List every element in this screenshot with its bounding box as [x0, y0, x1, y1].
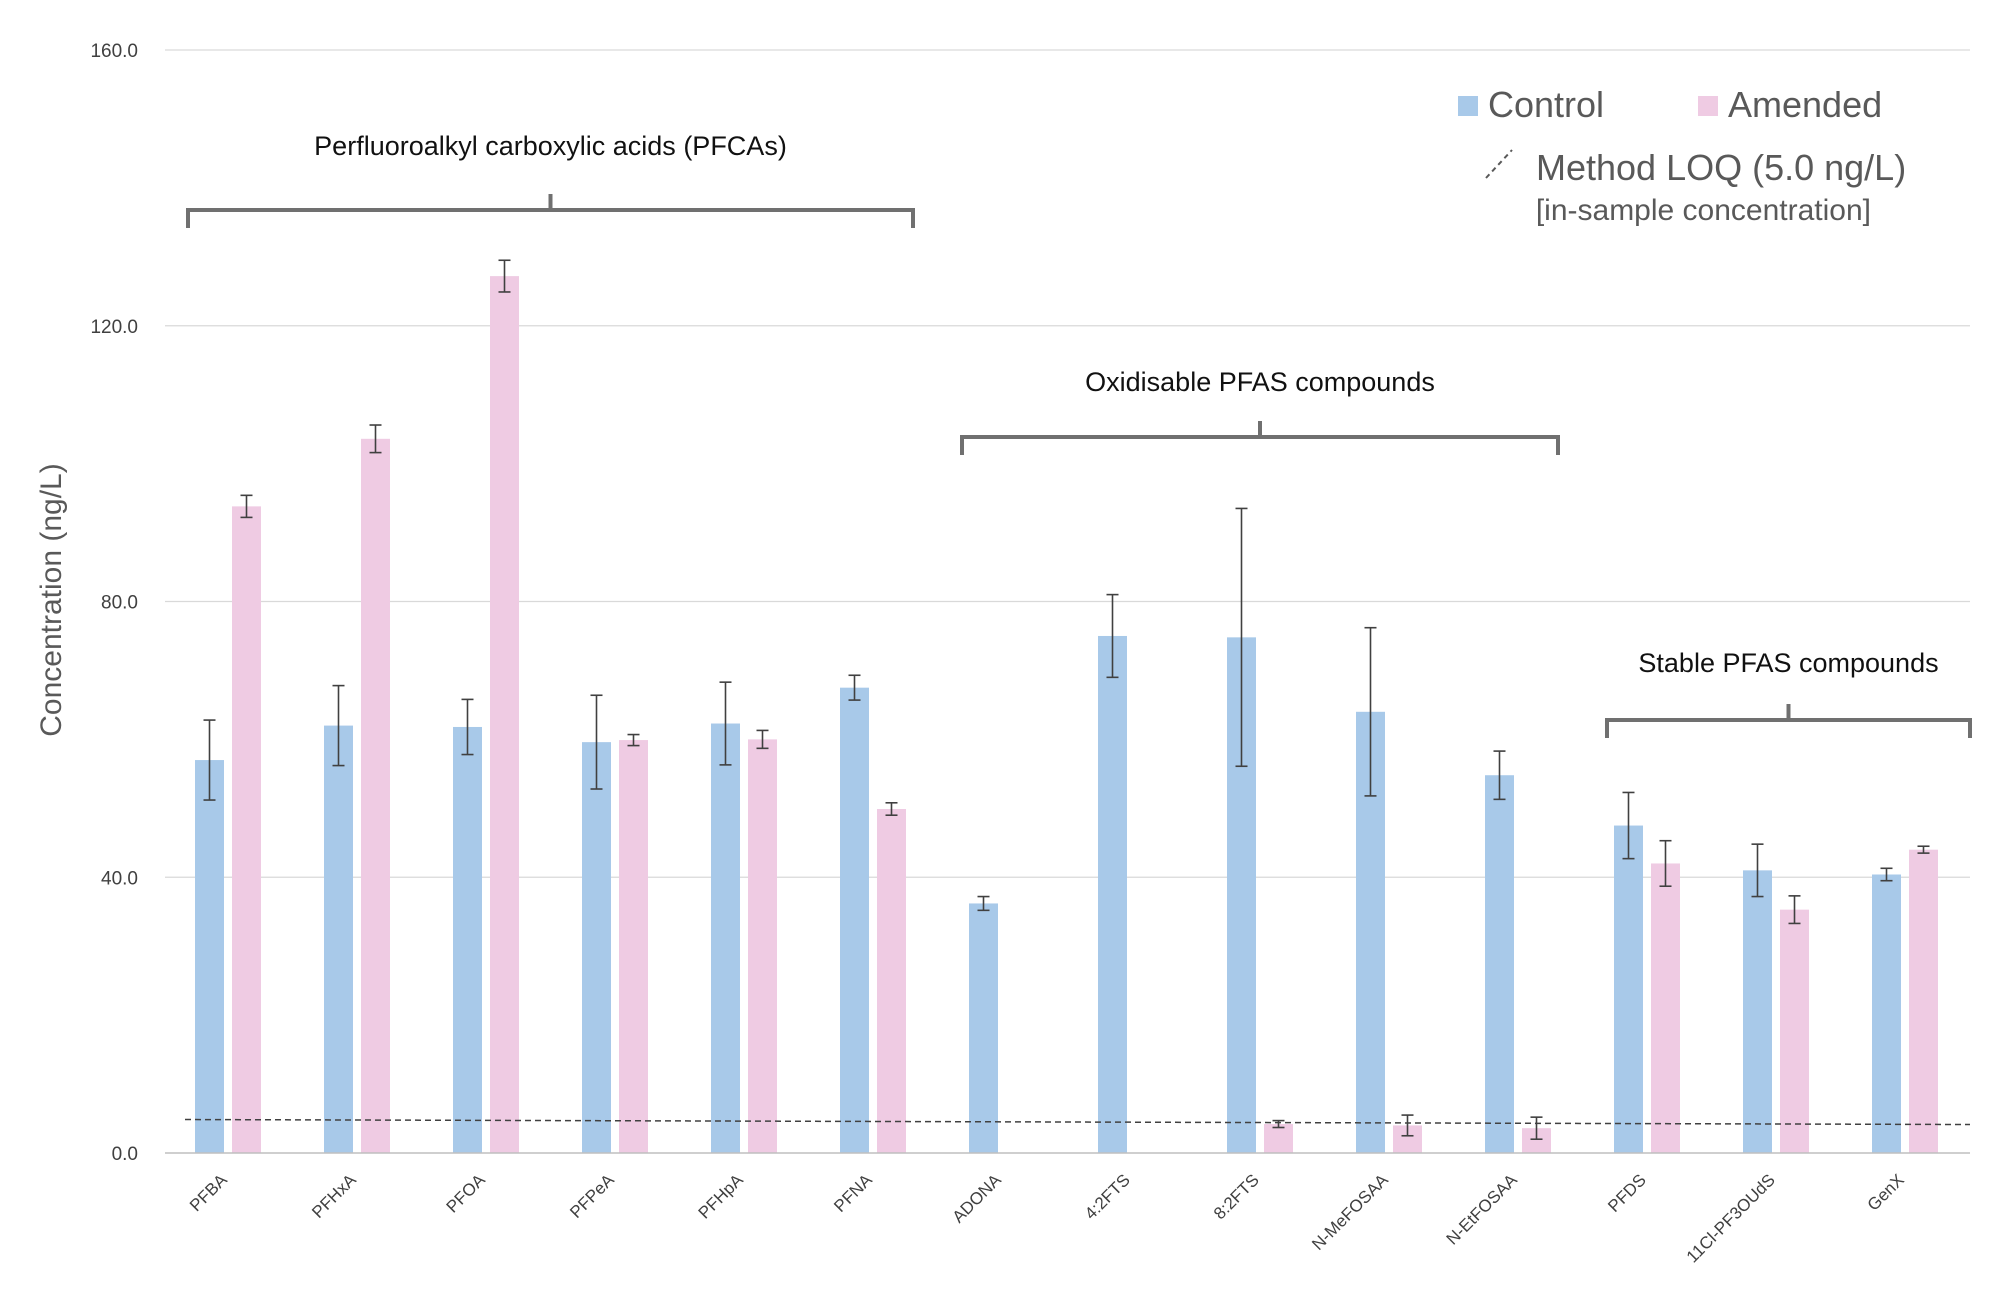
- legend-sublabel-loq: [in-sample concentration]: [1536, 194, 1871, 227]
- x-tick-label: 11Cl-PF3OUdS: [1683, 1170, 1779, 1266]
- bar-control-n-etfosaa: [1485, 775, 1514, 1153]
- legend: Control Amended Method LOQ (5.0 ng/L) [i…: [1458, 84, 1906, 227]
- error-bar-control-n-mefosaa: [1364, 626, 1377, 797]
- x-tick-label: PFHpA: [695, 1170, 748, 1223]
- error-bar-control-pfba: [203, 719, 216, 801]
- y-tick-label: 0.0: [112, 1144, 138, 1165]
- bar-control-pfpea: [582, 742, 611, 1153]
- error-bar-control-11cl-pf3ouds: [1751, 843, 1764, 898]
- x-tick-label: ADONA: [949, 1170, 1006, 1227]
- bar-amended-8-2fts: [1264, 1124, 1293, 1153]
- error-bar-amended-n-mefosaa: [1401, 1114, 1414, 1137]
- error-bar-control-4-2fts: [1106, 593, 1119, 679]
- legend-swatch-loq: [1485, 149, 1513, 179]
- error-bar-amended-pfhxa: [369, 424, 382, 454]
- error-bar-amended-genx: [1917, 845, 1930, 854]
- bar-amended-pfds: [1651, 863, 1680, 1153]
- bar-amended-pfna: [877, 809, 906, 1153]
- loq-dashed-line: [184, 1118, 1971, 1126]
- group-bracket-oxidisable-pfas-compounds: [960, 421, 1560, 455]
- bar-amended-genx: [1909, 849, 1938, 1153]
- error-bar-amended-11cl-pf3ouds: [1788, 895, 1801, 925]
- compound-groups: Perfluoroalkyl carboxylic acids (PFCAs) O…: [186, 131, 1972, 738]
- x-tick-label: N-EtFOSAA: [1443, 1170, 1522, 1249]
- bar-amended-11cl-pf3ouds: [1780, 909, 1809, 1153]
- legend-swatch-control: [1458, 96, 1478, 116]
- bar-amended-pfoa: [490, 276, 519, 1153]
- error-bar-control-pfpea: [590, 694, 603, 790]
- bar-amended-pfba: [232, 506, 261, 1154]
- bar-control-pfna: [840, 687, 869, 1153]
- bars: [195, 276, 1938, 1154]
- x-tick-label: 4:2FTS: [1081, 1170, 1134, 1223]
- x-tick-label: PFDS: [1604, 1170, 1649, 1215]
- error-bar-amended-pfna: [885, 801, 898, 817]
- x-tick-label: PFPeA: [566, 1170, 618, 1222]
- error-bar-amended-pfoa: [498, 259, 511, 293]
- bar-control-4-2fts: [1098, 635, 1127, 1153]
- error-bar-control-pfoa: [461, 698, 474, 756]
- error-bar-control-genx: [1880, 867, 1893, 882]
- bar-control-adona: [969, 903, 998, 1153]
- bar-control-pfhpa: [711, 723, 740, 1153]
- error-bar-control-pfna: [848, 674, 861, 701]
- y-tick-label: 160.0: [90, 41, 138, 62]
- group-bracket-stable-pfas-compounds: [1605, 704, 1972, 738]
- bar-control-pfba: [195, 760, 224, 1153]
- x-tick-label: N-MeFOSAA: [1308, 1170, 1392, 1254]
- group-label: Oxidisable PFAS compounds: [1085, 367, 1435, 397]
- x-tick-label: PFOA: [443, 1170, 490, 1217]
- legend-label-control: Control: [1488, 84, 1604, 125]
- bar-amended-pfhpa: [748, 739, 777, 1153]
- x-tick-label: GenX: [1864, 1170, 1908, 1214]
- error-bar-control-adona: [977, 895, 990, 912]
- x-tick-label: PFBA: [186, 1170, 231, 1215]
- error-bar-control-n-etfosaa: [1493, 750, 1506, 801]
- error-bar-amended-n-etfosaa: [1530, 1116, 1543, 1141]
- bar-control-pfds: [1614, 825, 1643, 1153]
- legend-label-amended: Amended: [1728, 84, 1882, 125]
- error-bar-control-pfds: [1622, 791, 1635, 860]
- error-bar-control-8-2fts: [1235, 507, 1248, 768]
- bar-control-pfoa: [453, 726, 482, 1153]
- y-tick-label: 40.0: [101, 868, 138, 889]
- y-axis-label: Concentration (ng/L): [35, 463, 68, 737]
- error-bar-control-pfhxa: [332, 684, 345, 767]
- legend-label-loq: Method LOQ (5.0 ng/L): [1536, 147, 1906, 188]
- bar-amended-pfpea: [619, 740, 648, 1153]
- group-label: Stable PFAS compounds: [1638, 648, 1938, 678]
- error-bar-control-pfhpa: [719, 681, 732, 766]
- error-bar-amended-pfhpa: [756, 729, 769, 750]
- legend-swatch-amended: [1698, 96, 1718, 116]
- error-bar-amended-8-2fts: [1272, 1119, 1285, 1129]
- error-bars: [203, 259, 1930, 1141]
- y-tick-label: 80.0: [101, 593, 138, 614]
- group-bracket-perfluoroalkyl-carboxylic-acids-pfcas: [186, 194, 915, 228]
- x-tick-label: PFNA: [830, 1170, 876, 1216]
- bar-amended-pfhxa: [361, 438, 390, 1153]
- x-tick-label: PFHxA: [308, 1170, 360, 1222]
- bar-control-pfhxa: [324, 725, 353, 1153]
- x-tick-label: 8:2FTS: [1210, 1170, 1263, 1223]
- bar-control-genx: [1872, 874, 1901, 1153]
- error-bar-amended-pfpea: [627, 733, 640, 747]
- error-bar-amended-pfds: [1659, 839, 1672, 888]
- error-bar-amended-pfba: [240, 494, 253, 519]
- y-tick-label: 120.0: [90, 317, 138, 338]
- group-label: Perfluoroalkyl carboxylic acids (PFCAs): [314, 131, 787, 161]
- loq-reference-line: [184, 1118, 1971, 1126]
- bar-control-11cl-pf3ouds: [1743, 870, 1772, 1153]
